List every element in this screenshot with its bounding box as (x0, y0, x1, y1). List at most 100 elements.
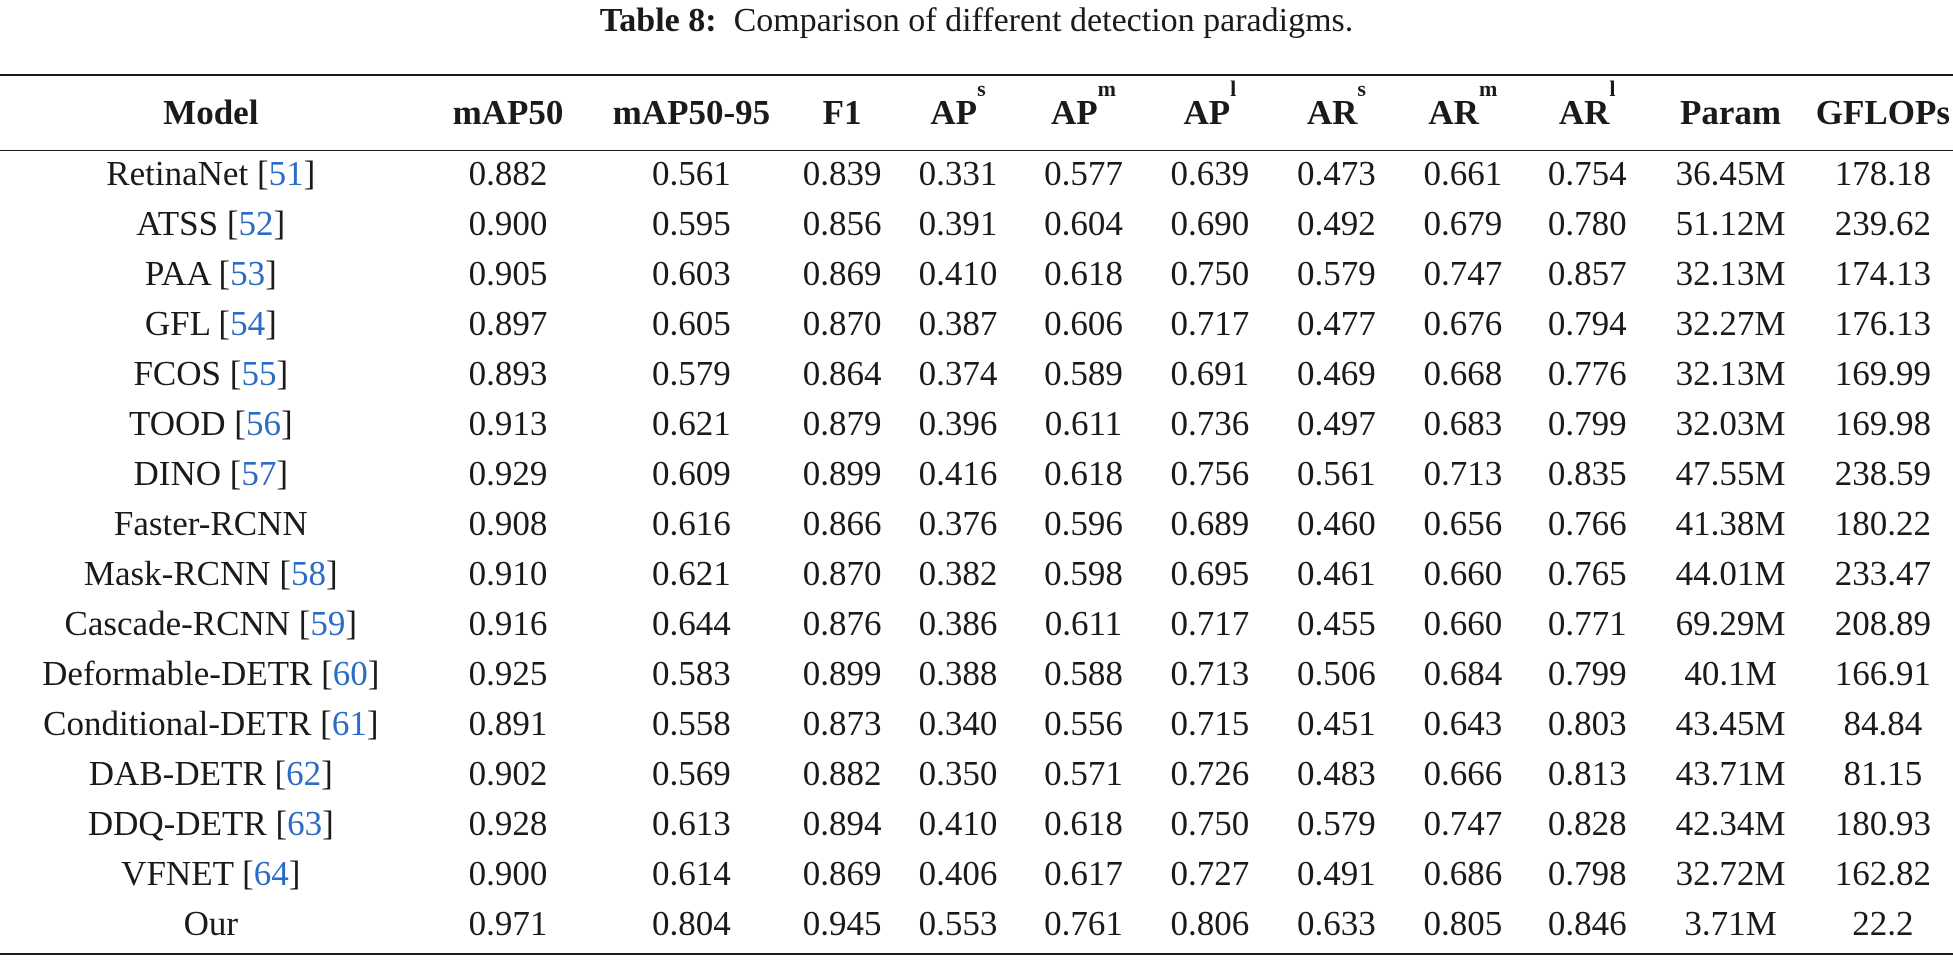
model-cell: PAA [53] (144, 254, 277, 293)
citation-link[interactable]: 55 (241, 354, 277, 393)
metric-cell: 0.644 (652, 604, 731, 643)
model-cell: Our (0, 899, 422, 949)
table-row: ATSS [52] 0.900 0.595 0.856 0.391 0.604 0.690 0… (0, 199, 1953, 249)
model-name: Our (183, 904, 238, 943)
model-cell: FCOS [55] (133, 354, 289, 393)
caption-text: Comparison of different detection paradi… (733, 2, 1354, 39)
metric-cell: 0.621 (652, 554, 731, 593)
metric-cell: 32.13M (1675, 354, 1786, 393)
column-header-label: mAP50 (452, 92, 564, 132)
metric-cell: 0.736 (1170, 404, 1250, 443)
metric-cell: 0.618 (1044, 254, 1123, 293)
table-caption: Table 8: Comparison of different detecti… (0, 0, 1953, 46)
model-name: Deformable-DETR (42, 654, 313, 693)
metric-cell: 0.899 (802, 654, 882, 693)
metric-cell: 22.2 (1852, 904, 1914, 943)
metric-cell: 0.806 (1170, 904, 1250, 943)
metric-cell: 0.891 (468, 704, 548, 743)
model-name: Conditional-DETR (43, 704, 312, 743)
citation-link[interactable]: 52 (238, 204, 274, 243)
metric-cell: 47.55M (1675, 454, 1786, 493)
model-cell: Mask-RCNN [58] (83, 554, 338, 593)
citation-link[interactable]: 57 (241, 454, 277, 493)
metric-cell: 0.661 (1423, 154, 1503, 193)
metric-cell: 0.461 (1297, 554, 1376, 593)
metric-cell: 0.643 (1423, 704, 1503, 743)
citation-link[interactable]: 60 (332, 654, 368, 693)
metric-cell: 0.683 (1423, 404, 1503, 443)
citation-link[interactable]: 58 (291, 554, 326, 593)
model-name: VFNET (121, 854, 234, 893)
model-cell: Deformable-DETR [60] (42, 654, 380, 693)
metric-cell: 0.611 (1044, 404, 1123, 443)
metric-cell: 0.350 (918, 754, 998, 793)
citation-link[interactable]: 59 (310, 604, 346, 643)
metric-cell: 0.506 (1297, 654, 1376, 693)
metric-cell: 162.82 (1834, 854, 1931, 893)
metric-cell: 0.553 (918, 904, 998, 943)
metric-cell: 0.491 (1297, 854, 1376, 893)
column-header: ARm (1400, 74, 1526, 149)
metric-cell: 0.618 (1044, 454, 1123, 493)
column-header-superscript: l (1230, 75, 1237, 101)
metric-cell: 41.38M (1675, 504, 1786, 543)
metric-cell: 0.588 (1044, 654, 1123, 693)
metric-cell: 0.684 (1423, 654, 1503, 693)
metric-cell: 0.870 (802, 304, 882, 343)
model-cell: VFNET [64] (121, 854, 301, 893)
metric-cell: 0.870 (802, 554, 882, 593)
metric-cell: 0.583 (652, 654, 731, 693)
table-row: Our 0.971 0.804 0.945 0.553 0.761 0.806 0.633 0.… (0, 899, 1953, 949)
column-header: APm (1020, 74, 1146, 149)
metric-cell: 208.89 (1834, 604, 1931, 643)
metric-cell: 0.754 (1547, 154, 1627, 193)
metric-cell: 169.99 (1834, 354, 1931, 393)
metric-cell: 0.869 (802, 854, 882, 893)
metric-cell: 0.374 (918, 354, 998, 393)
metric-cell: 0.569 (652, 754, 731, 793)
table-row: Cascade-RCNN [59] 0.916 0.644 0.876 0.386 0.6… (0, 599, 1953, 649)
citation-link[interactable]: 61 (331, 704, 367, 743)
metric-cell: 0.660 (1423, 604, 1503, 643)
table-bottom-rule (0, 953, 1953, 955)
metric-cell: 0.577 (1044, 154, 1123, 193)
metric-cell: 0.660 (1423, 554, 1503, 593)
metric-cell: 0.804 (652, 904, 731, 943)
metric-cell: 0.799 (1547, 654, 1627, 693)
column-header: mAP50-95 (594, 74, 788, 149)
column-header: APl (1147, 74, 1273, 149)
metric-cell: 0.910 (468, 554, 548, 593)
citation-link[interactable]: 62 (286, 754, 322, 793)
citation-link[interactable]: 54 (230, 304, 266, 343)
metric-cell: 0.713 (1423, 454, 1503, 493)
model-name: RetinaNet (106, 154, 249, 193)
metric-cell: 0.579 (1297, 254, 1376, 293)
citation-link[interactable]: 53 (230, 254, 266, 293)
table-row: VFNET [64] 0.900 0.614 0.869 0.406 0.617 0.727… (0, 849, 1953, 899)
metric-cell: 0.695 (1170, 554, 1250, 593)
metric-cell: 0.799 (1547, 404, 1627, 443)
metric-cell: 0.856 (802, 204, 882, 243)
column-header-superscript: s (1357, 75, 1366, 101)
citation-link[interactable]: 63 (287, 804, 323, 843)
citation-link[interactable]: 56 (245, 404, 281, 443)
metric-cell: 0.813 (1547, 754, 1627, 793)
metric-cell: 0.331 (918, 154, 998, 193)
metric-cell: 0.579 (1297, 804, 1376, 843)
metric-cell: 0.391 (918, 204, 998, 243)
model-name: GFL (144, 304, 210, 343)
metric-cell: 0.686 (1423, 854, 1503, 893)
metric-cell: 0.882 (802, 754, 882, 793)
metric-cell: 0.750 (1170, 254, 1250, 293)
metric-cell: 0.492 (1297, 204, 1376, 243)
metric-cell: 178.18 (1834, 154, 1931, 193)
column-header: Model (0, 74, 422, 149)
metric-cell: 0.561 (652, 154, 731, 193)
metric-cell: 0.908 (468, 504, 548, 543)
model-cell: ATSS [52] (136, 204, 286, 243)
citation-link[interactable]: 51 (268, 154, 304, 193)
column-header: mAP50 (422, 74, 595, 149)
metric-cell: 0.382 (918, 554, 998, 593)
citation-link[interactable]: 64 (253, 854, 289, 893)
metric-cell: 0.828 (1547, 804, 1627, 843)
